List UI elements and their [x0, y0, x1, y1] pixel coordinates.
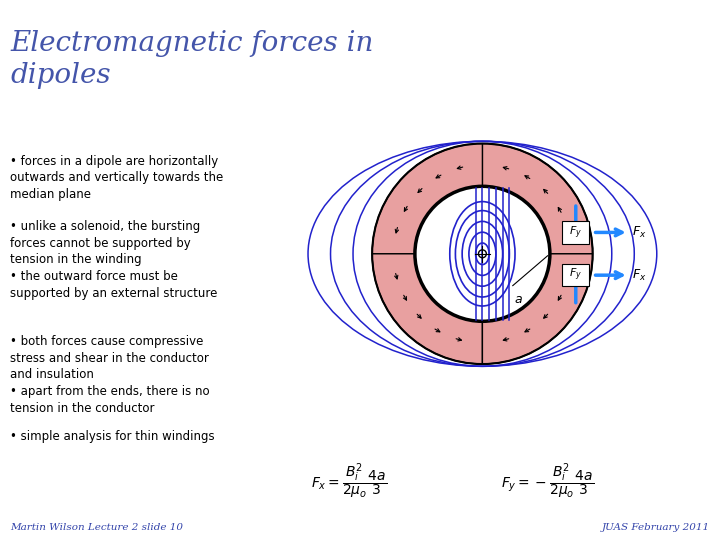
Text: $F_y$: $F_y$ — [570, 267, 582, 284]
Text: • the outward force must be
supported by an external structure: • the outward force must be supported by… — [10, 270, 217, 300]
Text: Martin Wilson Lecture 2 slide 10: Martin Wilson Lecture 2 slide 10 — [10, 523, 183, 532]
Text: • apart from the ends, there is no
tension in the conductor: • apart from the ends, there is no tensi… — [10, 385, 210, 415]
Text: JUAS February 2011: JUAS February 2011 — [602, 523, 710, 532]
Wedge shape — [482, 254, 593, 364]
Wedge shape — [482, 144, 593, 254]
FancyBboxPatch shape — [562, 264, 589, 286]
Text: $a$: $a$ — [514, 293, 523, 306]
Circle shape — [415, 186, 550, 321]
Text: • forces in a dipole are horizontally
outwards and vertically towards the
median: • forces in a dipole are horizontally ou… — [10, 155, 223, 201]
FancyBboxPatch shape — [562, 221, 589, 244]
Text: $F_x$: $F_x$ — [632, 225, 647, 240]
Text: • simple analysis for thin windings: • simple analysis for thin windings — [10, 430, 215, 443]
Text: • unlike a solenoid, the bursting
forces cannot be supported by
tension in the w: • unlike a solenoid, the bursting forces… — [10, 220, 200, 266]
Text: • both forces cause compressive
stress and shear in the conductor
and insulation: • both forces cause compressive stress a… — [10, 335, 209, 381]
Text: Electromagnetic forces in
dipoles: Electromagnetic forces in dipoles — [10, 30, 374, 89]
Wedge shape — [372, 144, 482, 254]
Text: $F_y = -\dfrac{B_i^2}{2\mu_o} \dfrac{4a}{3}$: $F_y = -\dfrac{B_i^2}{2\mu_o} \dfrac{4a}… — [500, 461, 594, 501]
Wedge shape — [372, 254, 482, 364]
Text: $F_x$: $F_x$ — [632, 268, 647, 283]
Text: $F_x = \dfrac{B_i^2}{2\mu_o} \dfrac{4a}{3}$: $F_x = \dfrac{B_i^2}{2\mu_o} \dfrac{4a}{… — [311, 461, 387, 501]
Text: $F_y$: $F_y$ — [570, 224, 582, 241]
